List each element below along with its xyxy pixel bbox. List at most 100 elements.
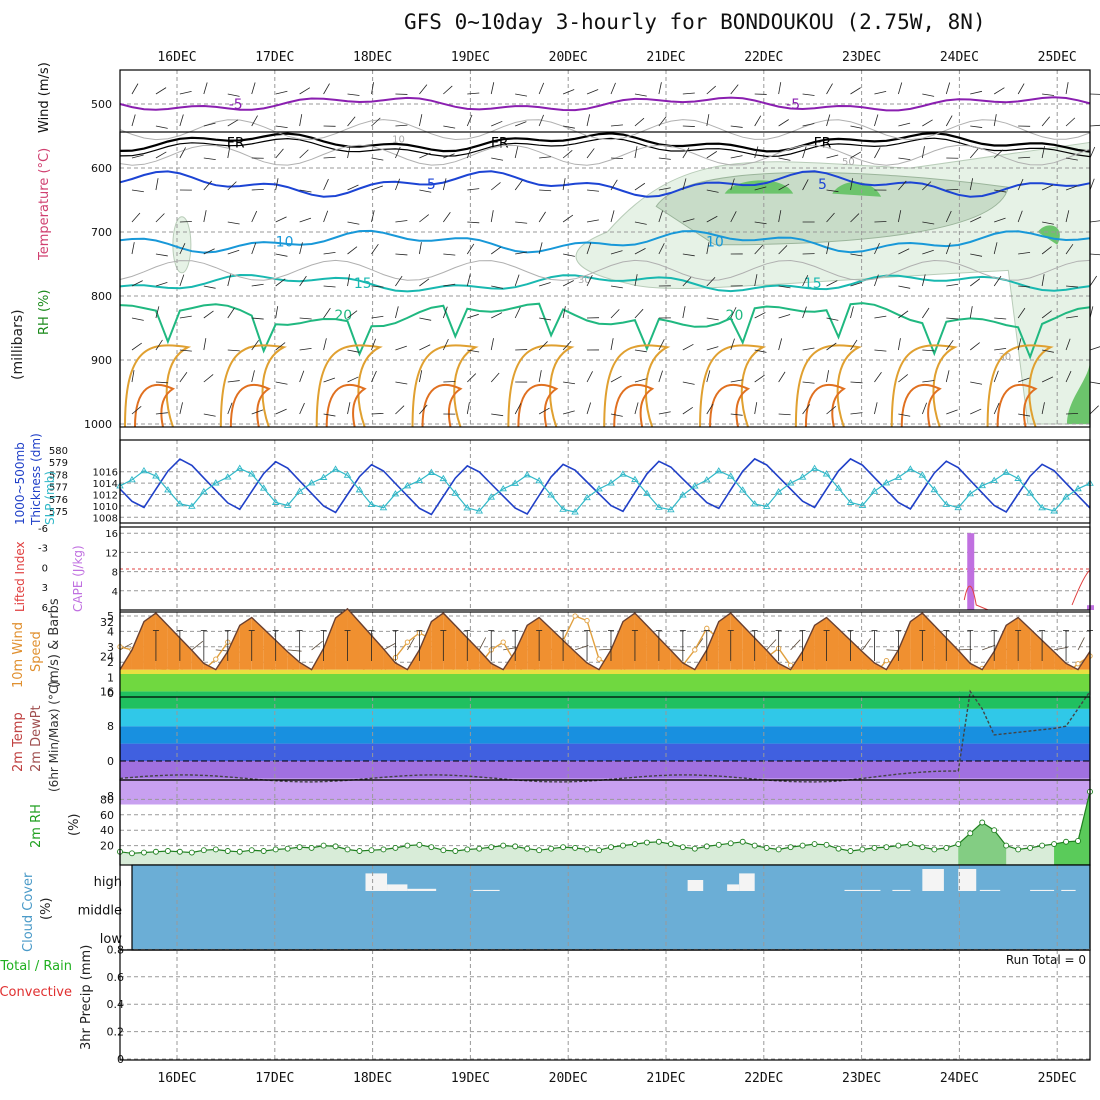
wind-barb bbox=[922, 221, 935, 225]
wind-barb bbox=[586, 275, 593, 287]
wind-barb bbox=[155, 412, 168, 415]
slp-marker bbox=[152, 472, 160, 479]
cloud-high-bar bbox=[1030, 889, 1055, 891]
wind-barb bbox=[418, 370, 423, 383]
wind-barb bbox=[586, 89, 599, 95]
rh-point bbox=[392, 844, 399, 851]
wind-barb bbox=[682, 343, 694, 351]
date-label-top: 24DEC bbox=[940, 50, 979, 65]
wind-barb bbox=[802, 404, 811, 415]
wind-barb bbox=[443, 283, 456, 287]
slp-marker bbox=[164, 486, 172, 493]
wind-barb bbox=[491, 246, 502, 255]
wind-barb-10m bbox=[790, 639, 801, 651]
rh-point bbox=[775, 846, 782, 853]
wind-barb bbox=[658, 187, 671, 191]
wind-barb bbox=[515, 121, 527, 127]
li-tick: -3 bbox=[38, 544, 48, 555]
rh-point bbox=[129, 850, 135, 857]
wind-barb bbox=[395, 178, 401, 191]
wind-barb bbox=[610, 250, 623, 255]
wind-barb bbox=[371, 82, 374, 95]
temperature-fill bbox=[634, 613, 647, 670]
wind-barb bbox=[347, 274, 350, 287]
wind-barb bbox=[155, 281, 168, 287]
wind-barb bbox=[898, 122, 911, 127]
slp-marker bbox=[319, 473, 328, 480]
temperature-fill bbox=[1006, 617, 1019, 670]
axis-label: CAPE (J/kg) bbox=[71, 545, 85, 612]
slp-marker bbox=[667, 505, 675, 513]
wind-barb bbox=[227, 380, 240, 383]
slp-marker bbox=[882, 479, 891, 486]
slp-marker bbox=[822, 470, 831, 477]
wind-barb bbox=[754, 115, 762, 127]
wind-barb bbox=[251, 370, 255, 383]
cloud-level-label: high bbox=[94, 875, 122, 890]
wind-barb bbox=[994, 189, 1007, 193]
slp-marker bbox=[1038, 503, 1046, 511]
wind-barb bbox=[778, 338, 783, 351]
temperature-fill bbox=[1054, 651, 1067, 670]
rh-tick: 80 bbox=[100, 793, 114, 806]
wind-barb bbox=[395, 253, 408, 256]
wind-barb bbox=[538, 341, 548, 351]
wind-barb bbox=[251, 210, 258, 223]
wind-barb bbox=[562, 306, 566, 319]
temperature-fill bbox=[742, 625, 755, 670]
wind-barb bbox=[898, 248, 910, 255]
thickness-tick: 579 bbox=[49, 458, 68, 469]
wind-barb bbox=[826, 406, 837, 415]
rh-70-region bbox=[1066, 360, 1090, 424]
wind-barb bbox=[946, 283, 959, 287]
wind-barb bbox=[1089, 146, 1096, 159]
wind-barb bbox=[586, 242, 592, 255]
wind-barb bbox=[754, 274, 758, 287]
wind-barb bbox=[658, 411, 671, 415]
temperature-fill bbox=[934, 625, 947, 670]
temperature-fill bbox=[539, 617, 552, 670]
wind-barb bbox=[634, 93, 647, 97]
wind-barb bbox=[443, 125, 456, 129]
slp-marker bbox=[188, 502, 196, 509]
rh-point bbox=[452, 848, 459, 854]
rh-point bbox=[596, 847, 602, 854]
temperature-fill bbox=[910, 613, 923, 670]
rh-point bbox=[787, 844, 794, 851]
slp-marker bbox=[271, 498, 280, 505]
wind-barb bbox=[946, 409, 958, 415]
wind-barb bbox=[634, 402, 639, 415]
slp-marker bbox=[595, 485, 603, 492]
temperature-fill bbox=[263, 628, 276, 670]
cape-tick: 8 bbox=[112, 568, 118, 579]
isotherm-label: 20 bbox=[334, 308, 352, 324]
axis-label: 2m RH bbox=[29, 804, 44, 848]
wind-barb bbox=[970, 408, 982, 415]
rh-point bbox=[1027, 844, 1034, 851]
wind-barb bbox=[515, 221, 528, 224]
wind-barb bbox=[539, 317, 552, 321]
cloud-high-bar bbox=[407, 888, 437, 891]
wind-barb bbox=[850, 213, 860, 223]
cloud-high-bar bbox=[387, 884, 408, 891]
wind-barb bbox=[131, 114, 136, 127]
wind-barb bbox=[227, 146, 231, 159]
wind-barb bbox=[1089, 220, 1100, 223]
wind-barb bbox=[299, 317, 312, 320]
wind-barb bbox=[634, 182, 646, 191]
temperature-fill bbox=[275, 640, 288, 670]
wind-barb bbox=[826, 242, 830, 255]
temperature-fill bbox=[131, 621, 144, 670]
wind-barb bbox=[1041, 116, 1051, 127]
slp-marker bbox=[487, 493, 496, 500]
wind-barb bbox=[395, 381, 408, 385]
wind-barb bbox=[778, 314, 791, 319]
wind-barb bbox=[922, 380, 935, 383]
axis-label: Cloud Cover bbox=[21, 872, 36, 952]
wind-barb bbox=[1041, 184, 1054, 191]
wind-tick: 5 bbox=[107, 610, 114, 623]
rh-point bbox=[895, 842, 902, 849]
wind-barb bbox=[275, 253, 288, 257]
temperature-fill bbox=[646, 625, 659, 670]
temperature-fill bbox=[1018, 617, 1031, 670]
